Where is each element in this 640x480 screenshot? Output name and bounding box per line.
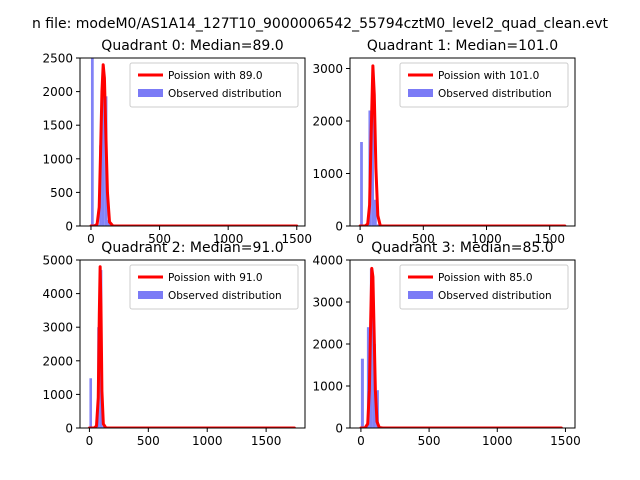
x-tick-label: 1000 — [471, 232, 502, 246]
legend-label-poisson: Poission with 91.0 — [168, 272, 263, 284]
legend-swatch-observed — [138, 89, 163, 97]
plot-area — [87, 265, 296, 428]
poisson-line — [89, 63, 299, 226]
x-tick-label: 1000 — [213, 232, 244, 246]
legend-swatch-observed — [408, 291, 433, 299]
y-tick-label: 1000 — [312, 167, 343, 181]
subplot-title: Quadrant 0: Median=89.0 — [101, 38, 283, 54]
x-tick-label: 1500 — [251, 434, 282, 448]
y-tick-label: 5000 — [42, 254, 73, 268]
x-tick-label: 0 — [86, 434, 94, 448]
legend-label-observed: Observed distribution — [438, 290, 552, 302]
figure-suptitle: n file: modeM0/AS1A14_127T10_9000006542_… — [32, 16, 609, 32]
legend-label-poisson: Poission with 101.0 — [438, 70, 539, 82]
legend-label-observed: Observed distribution — [168, 88, 282, 100]
histogram-bar — [360, 142, 363, 226]
legend-box — [129, 62, 299, 108]
y-tick-label: 3000 — [312, 62, 343, 76]
y-tick-label: 1000 — [42, 152, 73, 166]
poisson-line — [87, 265, 296, 428]
y-tick-label: 1500 — [42, 119, 73, 133]
legend-label-observed: Observed distribution — [438, 88, 552, 100]
x-tick-label: 1500 — [281, 232, 312, 246]
y-tick-label: 2000 — [42, 354, 73, 368]
histogram-bar — [89, 378, 93, 428]
y-tick-label: 4000 — [312, 254, 343, 268]
x-tick-label: 500 — [418, 434, 441, 448]
axes-frame — [79, 57, 306, 227]
x-tick-label: 0 — [357, 434, 365, 448]
y-tick-label: 0 — [65, 220, 73, 234]
subplot-quadrant-0: 0 500 1000 1500 0 500 1000 1500 2000 2500 Quadrant… — [42, 38, 312, 246]
y-tick-label: 0 — [335, 422, 343, 436]
y-tick-label: 2000 — [312, 115, 343, 129]
histogram-bar — [90, 58, 94, 226]
subplot-quadrant-1: 0 500 1000 1500 0 1000 2000 3000 Quadrant 1: Med… — [312, 38, 576, 246]
histogram-bar — [376, 224, 380, 226]
subplot-title: Quadrant 1: Median=101.0 — [367, 38, 558, 54]
y-tick-label: 2000 — [312, 338, 343, 352]
legend: Poission with 101.0 Observed distribution — [399, 62, 569, 108]
x-tick-label: 500 — [148, 232, 171, 246]
y-tick-label: 2500 — [42, 52, 73, 66]
plot-area — [89, 58, 299, 226]
legend-box — [399, 264, 569, 310]
x-tick-label: 1500 — [534, 232, 565, 246]
y-tick-label: 1000 — [312, 380, 343, 394]
legend: Poission with 89.0 Observed distribution — [129, 62, 299, 108]
histogram-bar — [101, 91, 105, 226]
subplot-grid: 0 500 1000 1500 0 500 1000 1500 2000 2500 Quadrant… — [42, 38, 580, 448]
legend-swatch-observed — [408, 89, 433, 97]
x-tick-label: 500 — [137, 434, 160, 448]
axes-frame — [79, 259, 306, 429]
poisson-line — [358, 64, 567, 226]
histogram-bar — [371, 105, 375, 226]
axes-frame — [349, 57, 576, 227]
legend-label-poisson: Poission with 85.0 — [438, 272, 533, 284]
x-tick-label: 0 — [356, 232, 364, 246]
legend-swatch-observed — [138, 291, 163, 299]
x-tick-label: 500 — [412, 232, 435, 246]
legend: Poission with 91.0 Observed distribution — [129, 264, 299, 310]
x-tick-label: 0 — [87, 232, 95, 246]
plot-area — [358, 64, 567, 226]
y-tick-label: 500 — [50, 186, 73, 200]
x-tick-label: 1000 — [192, 434, 223, 448]
y-tick-label: 3000 — [312, 296, 343, 310]
x-tick-label: 1000 — [482, 434, 513, 448]
y-tick-label: 3000 — [42, 321, 73, 335]
subplot-quadrant-2: 0 500 1000 1500 0 1000 2000 3000 4000 5000 Quadran… — [42, 240, 306, 448]
histogram-bar — [374, 199, 377, 226]
legend: Poission with 85.0 Observed distribution — [399, 264, 569, 310]
subplot-quadrant-3: 0 500 1000 1500 0 1000 2000 3000 4000 Quadrant 3:… — [312, 240, 580, 448]
y-tick-label: 2000 — [42, 85, 73, 99]
y-tick-label: 4000 — [42, 287, 73, 301]
x-tick-label: 1500 — [550, 434, 581, 448]
histogram-bar — [360, 358, 364, 428]
legend-box — [399, 62, 569, 108]
subplot-title: Quadrant 3: Median=85.0 — [371, 240, 553, 256]
y-tick-label: 1000 — [42, 388, 73, 402]
legend-label-poisson: Poission with 89.0 — [168, 70, 263, 82]
subplot-title: Quadrant 2: Median=91.0 — [101, 240, 283, 256]
legend-box — [129, 264, 299, 310]
legend-label-observed: Observed distribution — [168, 290, 282, 302]
y-tick-label: 0 — [65, 422, 73, 436]
y-tick-label: 0 — [335, 220, 343, 234]
